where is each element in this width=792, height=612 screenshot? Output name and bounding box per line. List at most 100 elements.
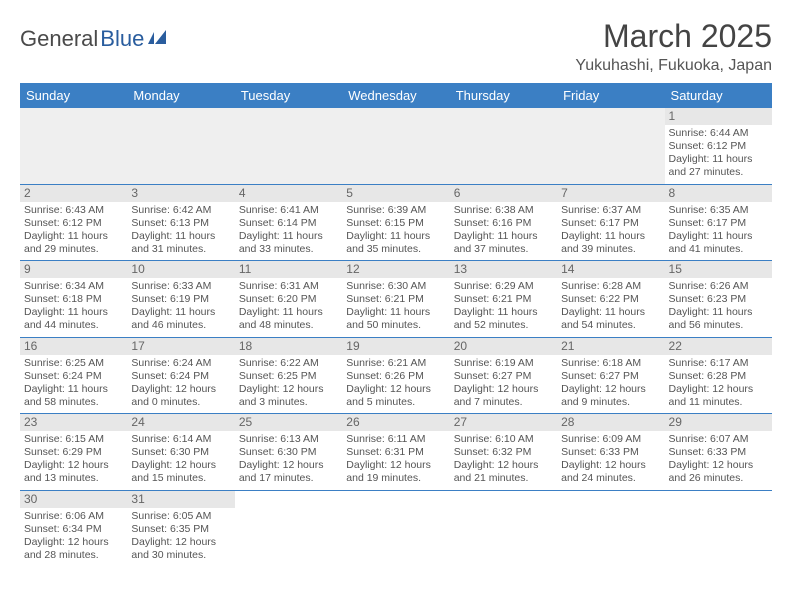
daylight-text: Daylight: 12 hours and 19 minutes. — [346, 459, 445, 485]
day-number: 24 — [127, 414, 234, 431]
daylight-text: Daylight: 12 hours and 9 minutes. — [561, 383, 660, 409]
day-number: 22 — [665, 338, 772, 355]
sunrise-text: Sunrise: 6:17 AM — [669, 357, 768, 370]
day-number: 12 — [342, 261, 449, 278]
sunrise-text: Sunrise: 6:38 AM — [454, 204, 553, 217]
daylight-text: Daylight: 11 hours and 44 minutes. — [24, 306, 123, 332]
daylight-text: Daylight: 12 hours and 17 minutes. — [239, 459, 338, 485]
daylight-text: Daylight: 12 hours and 21 minutes. — [454, 459, 553, 485]
calendar-row: 1Sunrise: 6:44 AMSunset: 6:12 PMDaylight… — [20, 108, 772, 185]
sunrise-text: Sunrise: 6:05 AM — [131, 510, 230, 523]
calendar-row: 23Sunrise: 6:15 AMSunset: 6:29 PMDayligh… — [20, 414, 772, 491]
daylight-text: Daylight: 11 hours and 35 minutes. — [346, 230, 445, 256]
sunset-text: Sunset: 6:33 PM — [669, 446, 768, 459]
weekday-header: Saturday — [665, 83, 772, 108]
calendar-cell: 4Sunrise: 6:41 AMSunset: 6:14 PMDaylight… — [235, 185, 342, 261]
sunset-text: Sunset: 6:33 PM — [561, 446, 660, 459]
sunset-text: Sunset: 6:12 PM — [669, 140, 768, 153]
calendar-cell: 10Sunrise: 6:33 AMSunset: 6:19 PMDayligh… — [127, 261, 234, 337]
calendar-cell: 11Sunrise: 6:31 AMSunset: 6:20 PMDayligh… — [235, 261, 342, 337]
calendar-cell: 23 Sunrise: 6:15 AMSunset: 6:29 PMDayligh… — [20, 414, 127, 490]
daylight-text: Daylight: 12 hours and 13 minutes. — [24, 459, 123, 485]
sunrise-text: Sunrise: 6:13 AM — [239, 433, 338, 446]
calendar-cell: 16Sunrise: 6:25 AMSunset: 6:24 PMDayligh… — [20, 338, 127, 414]
day-number: 8 — [665, 185, 772, 202]
sunset-text: Sunset: 6:26 PM — [346, 370, 445, 383]
day-number: 16 — [20, 338, 127, 355]
calendar-cell — [20, 108, 127, 184]
sunset-text: Sunset: 6:21 PM — [454, 293, 553, 306]
calendar-cell: 24Sunrise: 6:14 AMSunset: 6:30 PMDayligh… — [127, 414, 234, 490]
day-number: 11 — [235, 261, 342, 278]
day-number: 31 — [127, 491, 234, 508]
day-number: 29 — [665, 414, 772, 431]
sunset-text: Sunset: 6:21 PM — [346, 293, 445, 306]
daylight-text: Daylight: 12 hours and 11 minutes. — [669, 383, 768, 409]
daylight-text: Daylight: 11 hours and 52 minutes. — [454, 306, 553, 332]
calendar-cell: 14Sunrise: 6:28 AMSunset: 6:22 PMDayligh… — [557, 261, 664, 337]
daylight-text: Daylight: 11 hours and 27 minutes. — [669, 153, 768, 179]
calendar-cell — [450, 108, 557, 184]
day-number: 5 — [342, 185, 449, 202]
calendar-cell: 9Sunrise: 6:34 AMSunset: 6:18 PMDaylight… — [20, 261, 127, 337]
calendar-cell: 2Sunrise: 6:43 AMSunset: 6:12 PMDaylight… — [20, 185, 127, 261]
sunrise-text: Sunrise: 6:06 AM — [24, 510, 123, 523]
calendar-cell: 15Sunrise: 6:26 AMSunset: 6:23 PMDayligh… — [665, 261, 772, 337]
weekday-header: Sunday — [20, 83, 127, 108]
calendar-cell: 12Sunrise: 6:30 AMSunset: 6:21 PMDayligh… — [342, 261, 449, 337]
title-block: March 2025 Yukuhashi, Fukuoka, Japan — [575, 18, 772, 75]
sunrise-text: Sunrise: 6:21 AM — [346, 357, 445, 370]
daylight-text: Daylight: 11 hours and 41 minutes. — [669, 230, 768, 256]
sunrise-text: Sunrise: 6:22 AM — [239, 357, 338, 370]
sunrise-text: Sunrise: 6:15 AM — [24, 433, 123, 446]
sunset-text: Sunset: 6:12 PM — [24, 217, 123, 230]
calendar-cell: 21Sunrise: 6:18 AMSunset: 6:27 PMDayligh… — [557, 338, 664, 414]
day-number: 27 — [450, 414, 557, 431]
calendar-cell: 3Sunrise: 6:42 AMSunset: 6:13 PMDaylight… — [127, 185, 234, 261]
calendar-header: SundayMondayTuesdayWednesdayThursdayFrid… — [20, 83, 772, 108]
flag-icon — [148, 30, 174, 48]
day-number: 25 — [235, 414, 342, 431]
daylight-text: Daylight: 12 hours and 24 minutes. — [561, 459, 660, 485]
sunrise-text: Sunrise: 6:10 AM — [454, 433, 553, 446]
sunset-text: Sunset: 6:31 PM — [346, 446, 445, 459]
day-number: 23 — [20, 414, 127, 431]
daylight-text: Daylight: 11 hours and 46 minutes. — [131, 306, 230, 332]
sunrise-text: Sunrise: 6:37 AM — [561, 204, 660, 217]
sunrise-text: Sunrise: 6:35 AM — [669, 204, 768, 217]
day-number: 13 — [450, 261, 557, 278]
daylight-text: Daylight: 11 hours and 54 minutes. — [561, 306, 660, 332]
sunset-text: Sunset: 6:28 PM — [669, 370, 768, 383]
calendar-cell: 20Sunrise: 6:19 AMSunset: 6:27 PMDayligh… — [450, 338, 557, 414]
sunrise-text: Sunrise: 6:33 AM — [131, 280, 230, 293]
calendar-body: 1Sunrise: 6:44 AMSunset: 6:12 PMDaylight… — [20, 108, 772, 566]
sunset-text: Sunset: 6:29 PM — [24, 446, 123, 459]
logo-text-1: General — [20, 26, 98, 52]
sunrise-text: Sunrise: 6:07 AM — [669, 433, 768, 446]
sunrise-text: Sunrise: 6:14 AM — [131, 433, 230, 446]
calendar-cell — [127, 108, 234, 184]
calendar-row: 2Sunrise: 6:43 AMSunset: 6:12 PMDaylight… — [20, 185, 772, 262]
calendar-cell — [450, 491, 557, 567]
calendar-cell: 22 Sunrise: 6:17 AMSunset: 6:28 PMDayligh… — [665, 338, 772, 414]
calendar-cell — [342, 491, 449, 567]
sunset-text: Sunset: 6:35 PM — [131, 523, 230, 536]
calendar-cell — [557, 491, 664, 567]
sunset-text: Sunset: 6:23 PM — [669, 293, 768, 306]
sunrise-text: Sunrise: 6:09 AM — [561, 433, 660, 446]
daylight-text: Daylight: 12 hours and 3 minutes. — [239, 383, 338, 409]
sunrise-text: Sunrise: 6:30 AM — [346, 280, 445, 293]
calendar-cell — [665, 491, 772, 567]
calendar-cell: 1Sunrise: 6:44 AMSunset: 6:12 PMDaylight… — [665, 108, 772, 184]
sunrise-text: Sunrise: 6:43 AM — [24, 204, 123, 217]
daylight-text: Daylight: 12 hours and 30 minutes. — [131, 536, 230, 562]
sunset-text: Sunset: 6:13 PM — [131, 217, 230, 230]
calendar-cell: 19Sunrise: 6:21 AMSunset: 6:26 PMDayligh… — [342, 338, 449, 414]
calendar-cell: 26Sunrise: 6:11 AMSunset: 6:31 PMDayligh… — [342, 414, 449, 490]
sunrise-text: Sunrise: 6:24 AM — [131, 357, 230, 370]
sunset-text: Sunset: 6:27 PM — [561, 370, 660, 383]
day-number: 26 — [342, 414, 449, 431]
calendar-cell — [557, 108, 664, 184]
sunset-text: Sunset: 6:27 PM — [454, 370, 553, 383]
sunset-text: Sunset: 6:18 PM — [24, 293, 123, 306]
